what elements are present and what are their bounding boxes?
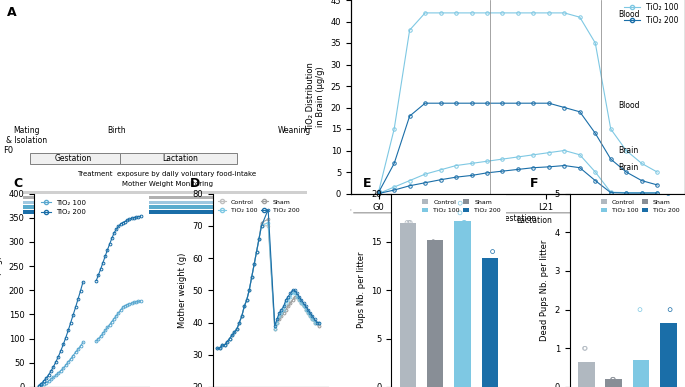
Point [458, 219, 469, 226]
Point [635, 384, 646, 387]
Point [579, 345, 590, 351]
Text: Gestation: Gestation [499, 214, 536, 223]
Text: Brain: Brain [618, 163, 638, 172]
Legend: Control, TiO₂ 100, Sham, TiO₂ 200: Control, TiO₂ 100, Sham, TiO₂ 200 [216, 197, 302, 216]
Point [580, 345, 590, 351]
Point [607, 376, 618, 382]
Point [662, 384, 673, 387]
Text: Blood: Blood [618, 10, 640, 19]
Point [608, 376, 619, 382]
Text: E: E [362, 176, 371, 190]
Point [487, 248, 498, 255]
Text: F: F [530, 176, 538, 190]
Point [663, 190, 674, 197]
Bar [578, 362, 595, 387]
Y-axis label: Dead Pups Nb. per litter: Dead Pups Nb. per litter [540, 240, 549, 341]
Bar [633, 360, 649, 387]
Y-axis label: Pups Nb. per litter: Pups Nb. per litter [356, 252, 366, 329]
Bar [23, 196, 308, 199]
Point [401, 219, 412, 226]
Y-axis label: TiO₂ Distribution
in Brain (μg/g): TiO₂ Distribution in Brain (μg/g) [306, 62, 325, 131]
Text: F0: F0 [3, 146, 14, 156]
Text: Lactation: Lactation [162, 154, 199, 163]
Bar [454, 221, 471, 387]
Text: Gestation: Gestation [393, 216, 429, 224]
Text: Mother Weight Monitoring: Mother Weight Monitoring [121, 181, 212, 187]
Text: Birth: Birth [108, 126, 126, 135]
Point [483, 258, 494, 264]
Bar [660, 323, 677, 387]
Bar [606, 379, 622, 387]
Text: A: A [7, 6, 16, 19]
Point [454, 210, 465, 216]
Text: Gestation: Gestation [55, 154, 92, 163]
Bar [427, 240, 443, 387]
Point [664, 307, 675, 313]
Bar [23, 205, 308, 209]
Point [486, 268, 497, 274]
Text: Blood: Blood [618, 101, 640, 110]
Point [430, 307, 441, 313]
Y-axis label: Mother weight (g): Mother weight (g) [178, 253, 187, 328]
Bar [23, 211, 308, 214]
Point [579, 384, 590, 387]
Text: Lactation: Lactation [516, 216, 553, 224]
Text: Mating
& Isolation: Mating & Isolation [6, 126, 47, 145]
Point [636, 384, 647, 387]
Point [459, 219, 470, 226]
Point [663, 326, 674, 332]
Bar [399, 223, 416, 387]
Legend: Control, TiO₂ 100, Sham, TiO₂ 200: Control, TiO₂ 100, Sham, TiO₂ 200 [598, 197, 682, 216]
Bar [23, 191, 308, 194]
Text: Treatment  exposure by daily voluntary food-intake: Treatment exposure by daily voluntary fo… [77, 171, 257, 177]
Point [458, 229, 469, 235]
Bar [482, 259, 498, 387]
Point [608, 384, 619, 387]
Point [634, 384, 645, 387]
Point [403, 219, 414, 226]
Text: D: D [190, 176, 200, 190]
Bar [30, 153, 121, 164]
Legend: Control, TiO₂ 100, Sham, TiO₂ 200: Control, TiO₂ 100, Sham, TiO₂ 200 [420, 197, 503, 216]
Point [405, 219, 416, 226]
Point [634, 307, 645, 313]
Point [428, 239, 439, 245]
Legend: TiO₂ 100, TiO₂ 200: TiO₂ 100, TiO₂ 200 [621, 0, 681, 28]
Y-axis label: TiO₂ intake (mg): TiO₂ intake (mg) [0, 256, 3, 324]
Text: Brain: Brain [618, 146, 638, 155]
Point [428, 239, 439, 245]
Text: Weaning: Weaning [277, 126, 311, 135]
Bar [121, 153, 237, 164]
Legend: TiO₂ 100, TiO₂ 200: TiO₂ 100, TiO₂ 200 [38, 197, 89, 218]
Point [455, 200, 466, 206]
Bar [23, 200, 308, 204]
Text: C: C [14, 176, 23, 190]
